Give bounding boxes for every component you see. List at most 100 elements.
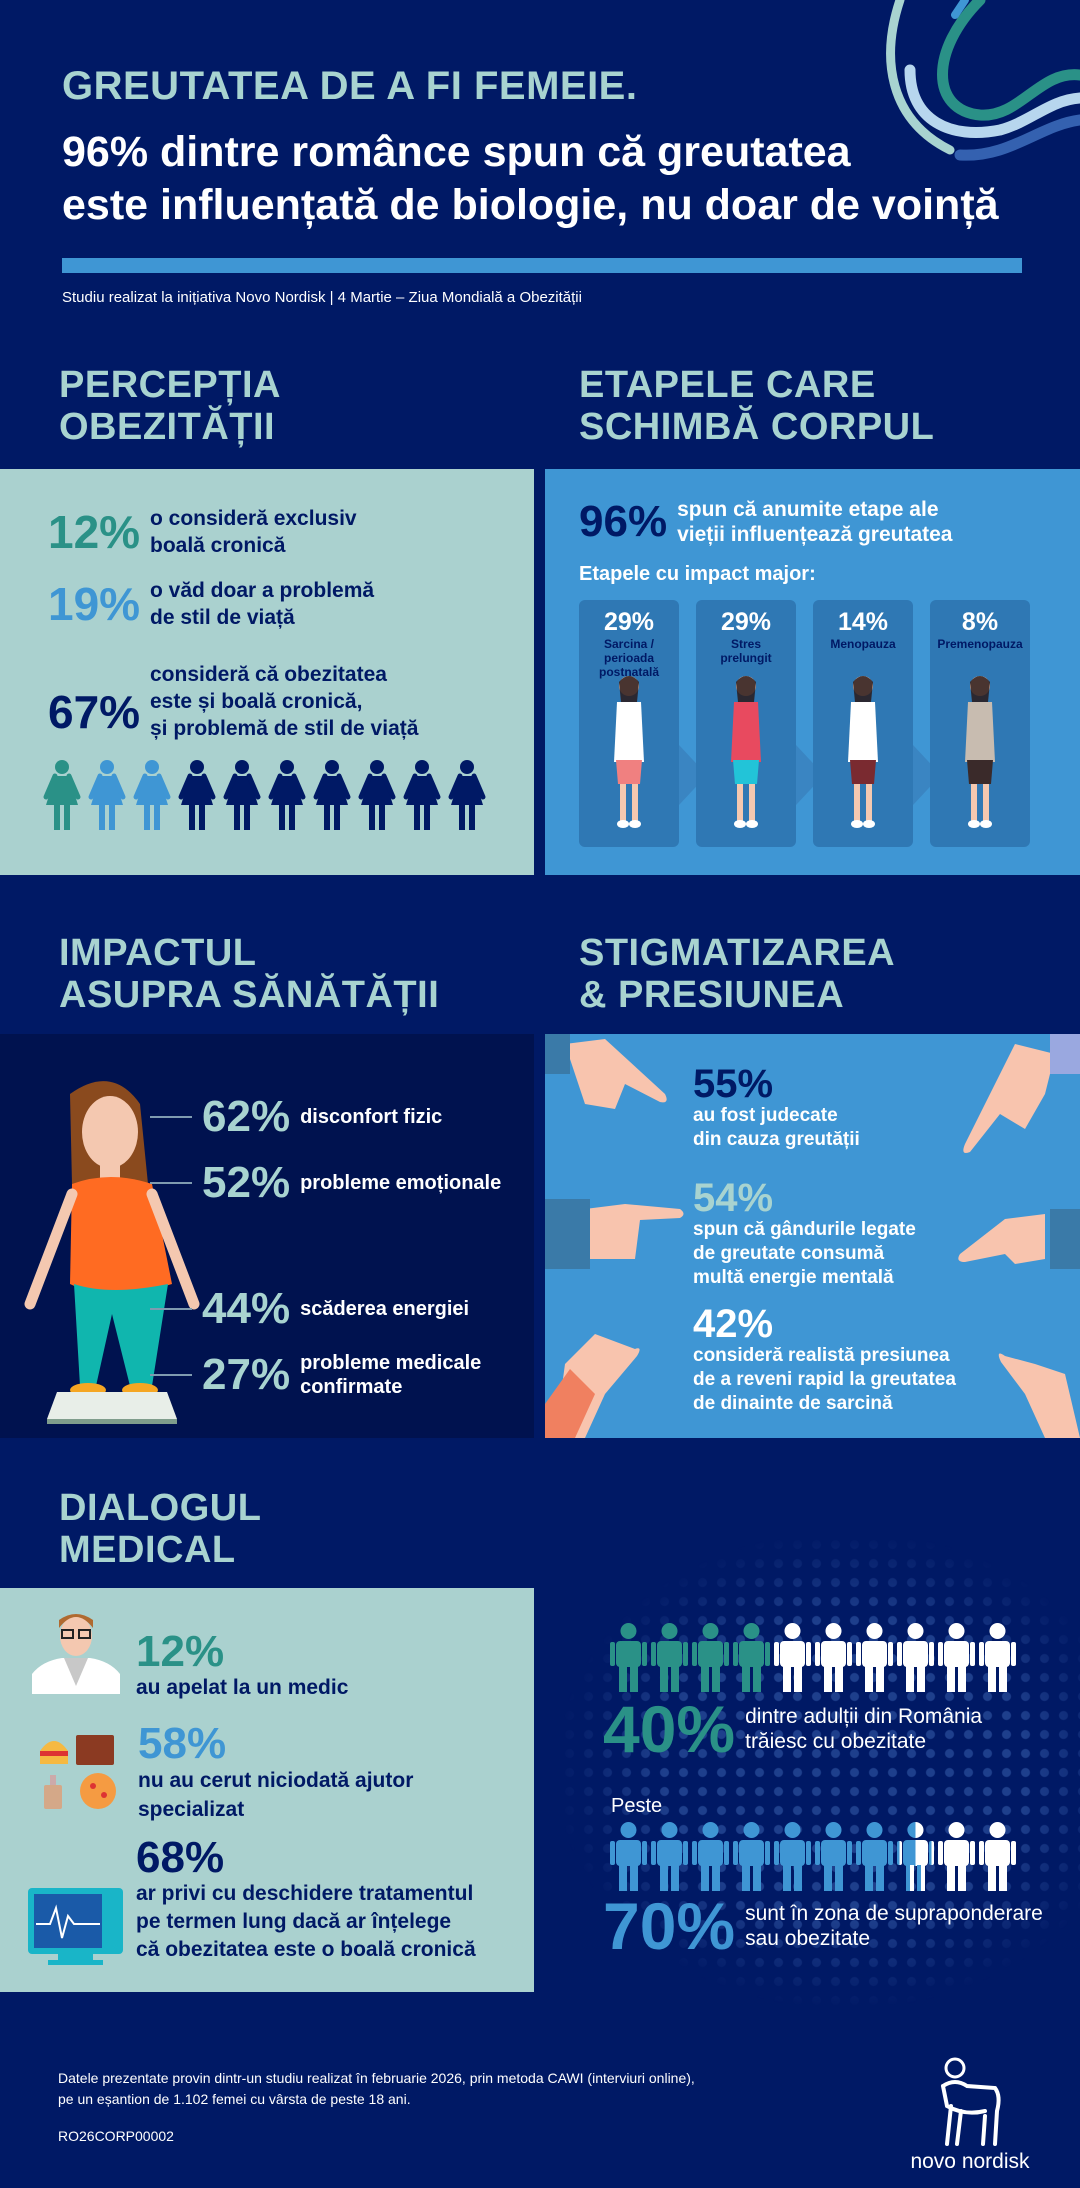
text-line: ar privi cu deschidere tratamentul xyxy=(136,1882,474,1905)
stage-label: perioada xyxy=(603,651,654,665)
heading-line: ETAPELE CARE xyxy=(579,364,876,406)
person-icon xyxy=(896,1821,935,1896)
dialog-stat: 58% nu au cerut niciodată ajutor speciali… xyxy=(138,1722,413,1824)
perception-panel: 12% o consideră exclusiv boală cronică 19… xyxy=(0,469,534,875)
connector-line xyxy=(150,1116,192,1118)
text-line: nu au cerut niciodată ajutor xyxy=(138,1769,414,1792)
stat-text: o văd doar a problemă de stil de viață xyxy=(150,577,374,631)
woman-illustration xyxy=(838,672,888,837)
stat-text: au fost judecate din cauza greutății xyxy=(693,1104,860,1152)
stat-text: probleme emoționale xyxy=(300,1172,502,1194)
stat-value: 58% xyxy=(138,1719,227,1768)
text-line: spun că anumite etape ale xyxy=(677,498,939,521)
text-line: multă energie mentală xyxy=(693,1267,894,1288)
stat-value: 68% xyxy=(136,1833,225,1882)
obesity-icon-row xyxy=(609,1622,1017,1697)
text-line: de stil de viață xyxy=(150,606,295,629)
dialog-panel: 12% au apelat la un medic 58% nu au ceru… xyxy=(0,1588,534,1992)
health-stat: 62% disconfort fizic xyxy=(150,1092,442,1142)
text-line: boală cronică xyxy=(150,534,286,557)
heading-line: STIGMATIZAREA xyxy=(579,932,896,974)
stat-text: consideră că obezitatea este și boală cro… xyxy=(150,661,418,742)
heading-line: & PRESIUNEA xyxy=(579,974,845,1016)
health-stat: 44% scăderea energiei xyxy=(150,1284,469,1334)
text-line: că obezitatea este o boală cronică xyxy=(136,1938,476,1961)
person-icon xyxy=(650,1821,689,1896)
heading-line: ASUPRA SĂNĂTĂȚII xyxy=(59,974,440,1016)
text-line: de a reveni rapid la greutatea xyxy=(693,1369,956,1390)
stat-text: spun că anumite etape ale vieții influenț… xyxy=(677,497,952,547)
heading-line: MEDICAL xyxy=(59,1529,236,1571)
page-title: GREUTATEA DE A FI FEMEIE. xyxy=(62,64,638,108)
text-line: confirmate xyxy=(300,1376,403,1398)
heading-line: SCHIMBĂ CORPUL xyxy=(579,406,935,448)
person-icon xyxy=(855,1622,894,1697)
person-icon xyxy=(896,1622,935,1697)
stat-text: ar privi cu deschidere tratamentul pe ter… xyxy=(136,1880,476,1964)
text-line: sunt în zona de supraponderare xyxy=(745,1902,1043,1925)
text-line: consideră realistă presiunea xyxy=(693,1345,950,1366)
perception-stat: 12% o consideră exclusiv boală cronică xyxy=(48,505,357,559)
perception-heading: PERCEPȚIA OBEZITĂȚII xyxy=(59,364,281,448)
stage-card: 29% Sarcina / perioada postnatală xyxy=(579,600,707,847)
text-line: pe un eșantion de 1.102 femei cu vârsta … xyxy=(58,2091,411,2107)
stat-value: 67% xyxy=(48,685,141,738)
stat-value: 55% xyxy=(693,1062,774,1106)
stat-value: 44% xyxy=(202,1284,291,1333)
text-line: trăiesc cu obezitate xyxy=(745,1730,927,1753)
person-icon xyxy=(978,1821,1017,1896)
stat-value: 12% xyxy=(136,1627,225,1676)
stage-label: Menopauza xyxy=(830,637,896,651)
stat-value: 27% xyxy=(202,1350,291,1399)
novo-nordisk-logo: novo nordisk xyxy=(905,2056,1035,2174)
stigma-panel: 55% au fost judecate din cauza greutății … xyxy=(545,1034,1080,1438)
food-icon xyxy=(40,1735,116,1809)
person-icon xyxy=(691,1821,730,1896)
text-line: sau obezitate xyxy=(745,1927,871,1950)
perception-stat: 19% o văd doar a problemă de stil de viaț… xyxy=(48,577,374,631)
study-note: Studiu realizat la inițiativa Novo Nordi… xyxy=(62,289,582,306)
stage-value: 29% xyxy=(603,608,655,636)
stat-value: 54% xyxy=(693,1176,774,1220)
health-stat: 52% probleme emoționale xyxy=(150,1158,501,1208)
stage-label: Stres xyxy=(730,637,762,651)
woman-illustration xyxy=(955,672,1005,837)
stage-card: 14% Menopauza xyxy=(813,600,941,847)
dot-pattern-background xyxy=(560,1535,1080,2005)
stat-value: 19% xyxy=(48,578,141,630)
connector-line xyxy=(150,1374,192,1376)
text-line: vieții influențează greutatea xyxy=(677,523,953,546)
stigma-stat: 42% consideră realistă presiunea de a rev… xyxy=(693,1304,956,1416)
stages-heading: ETAPELE CARE SCHIMBĂ CORPUL xyxy=(579,364,934,448)
dialog-heading: DIALOGUL MEDICAL xyxy=(59,1487,261,1571)
woman-icon xyxy=(222,759,262,836)
text-line: din cauza greutății xyxy=(693,1129,860,1150)
text-line: au fost judecate xyxy=(693,1105,838,1126)
woman-icon xyxy=(267,759,307,836)
person-icon xyxy=(609,1821,648,1896)
person-icon xyxy=(732,1821,771,1896)
text-line: probleme medicale xyxy=(300,1352,482,1374)
text-line: de greutate consumă xyxy=(693,1243,885,1264)
doctor-icon xyxy=(32,1614,120,1694)
woman-icon xyxy=(177,759,217,836)
woman-icon xyxy=(357,759,397,836)
subtitle-line: este influențată de biologie, nu doar de… xyxy=(62,181,999,229)
text-line: consideră că obezitatea xyxy=(150,663,387,686)
divider-bar xyxy=(62,258,1022,273)
stage-value: 29% xyxy=(720,608,772,636)
woman-icon xyxy=(447,759,487,836)
stat-text: disconfort fizic xyxy=(300,1106,443,1128)
obesity-stat: 40% dintre adulții din România trăiesc cu… xyxy=(603,1696,982,1762)
overweight-stat: 70% sunt în zona de supraponderare sau ob… xyxy=(603,1893,1043,1959)
stage-value: 14% xyxy=(837,608,889,636)
apis-bull-icon xyxy=(941,2057,1001,2146)
logo-text: novo nordisk xyxy=(910,2150,1030,2173)
stat-text: o consideră exclusiv boală cronică xyxy=(150,505,357,559)
stage-card: 29% Stres prelungit xyxy=(696,600,824,847)
stage-label: prelungit xyxy=(720,651,772,665)
person-icon xyxy=(773,1622,812,1697)
text-line: dintre adulții din România xyxy=(745,1705,983,1728)
stat-text: spun că gândurile legate de greutate cons… xyxy=(693,1218,916,1290)
stat-value: 62% xyxy=(202,1092,291,1141)
